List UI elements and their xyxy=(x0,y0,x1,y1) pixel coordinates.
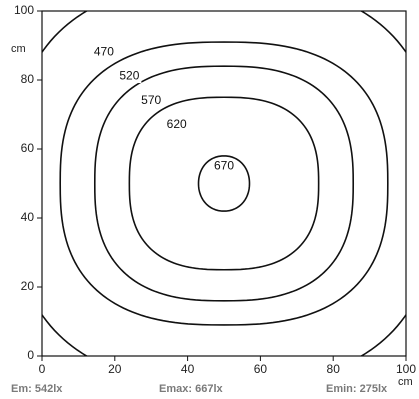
contour-line-520 xyxy=(59,41,389,326)
x-tick-label: 40 xyxy=(181,362,195,376)
x-tick-label: 20 xyxy=(108,362,122,376)
contour-line-470 xyxy=(42,11,406,356)
y-tick-label: 0 xyxy=(27,348,34,362)
x-axis-unit: cm xyxy=(398,376,413,388)
emax-label: Emax: xyxy=(159,383,193,395)
x-tick-label: 0 xyxy=(39,362,46,376)
contour-line-620 xyxy=(128,96,320,271)
contour-line-670 xyxy=(197,155,251,212)
summary-emax: Emax: 667lx xyxy=(159,383,223,395)
y-tick-label: 80 xyxy=(21,72,35,86)
emax-value: 667lx xyxy=(195,383,223,395)
contour-label-570: 570 xyxy=(141,93,161,107)
x-tick-label: 80 xyxy=(327,362,341,376)
x-tick-label: 60 xyxy=(254,362,268,376)
axis-layer: 0 20 40 60 80 100 0 20 40 60 80 100 xyxy=(14,3,416,376)
contour-layer xyxy=(42,11,406,356)
contour-label-470: 470 xyxy=(94,45,114,59)
plot-frame xyxy=(41,10,407,357)
contour-label-background xyxy=(117,70,142,84)
em-label: Em: xyxy=(11,383,32,395)
contour-label-background xyxy=(139,94,164,108)
emin-label: Emin: xyxy=(326,383,357,395)
contour-label-background xyxy=(212,159,236,173)
contour-label-background xyxy=(164,118,189,132)
em-value: 542lx xyxy=(34,383,63,395)
y-tick-label: 60 xyxy=(21,141,35,155)
contour-label-background xyxy=(91,45,116,59)
y-axis-unit: cm xyxy=(11,43,26,55)
y-tick-label: 40 xyxy=(21,210,35,224)
contour-label-520: 520 xyxy=(119,69,139,83)
y-tick-label: 100 xyxy=(14,3,34,17)
contour-label-620: 620 xyxy=(167,117,187,131)
contour-line-570 xyxy=(93,65,355,302)
summary-em: Em: 542lx xyxy=(11,383,62,395)
emin-value: 275lx xyxy=(359,383,388,395)
x-tick-label: 100 xyxy=(396,362,416,376)
contour-label-670: 670 xyxy=(214,158,234,172)
summary-emin: Emin: 275lx xyxy=(326,383,387,395)
y-tick-label: 20 xyxy=(21,279,35,293)
